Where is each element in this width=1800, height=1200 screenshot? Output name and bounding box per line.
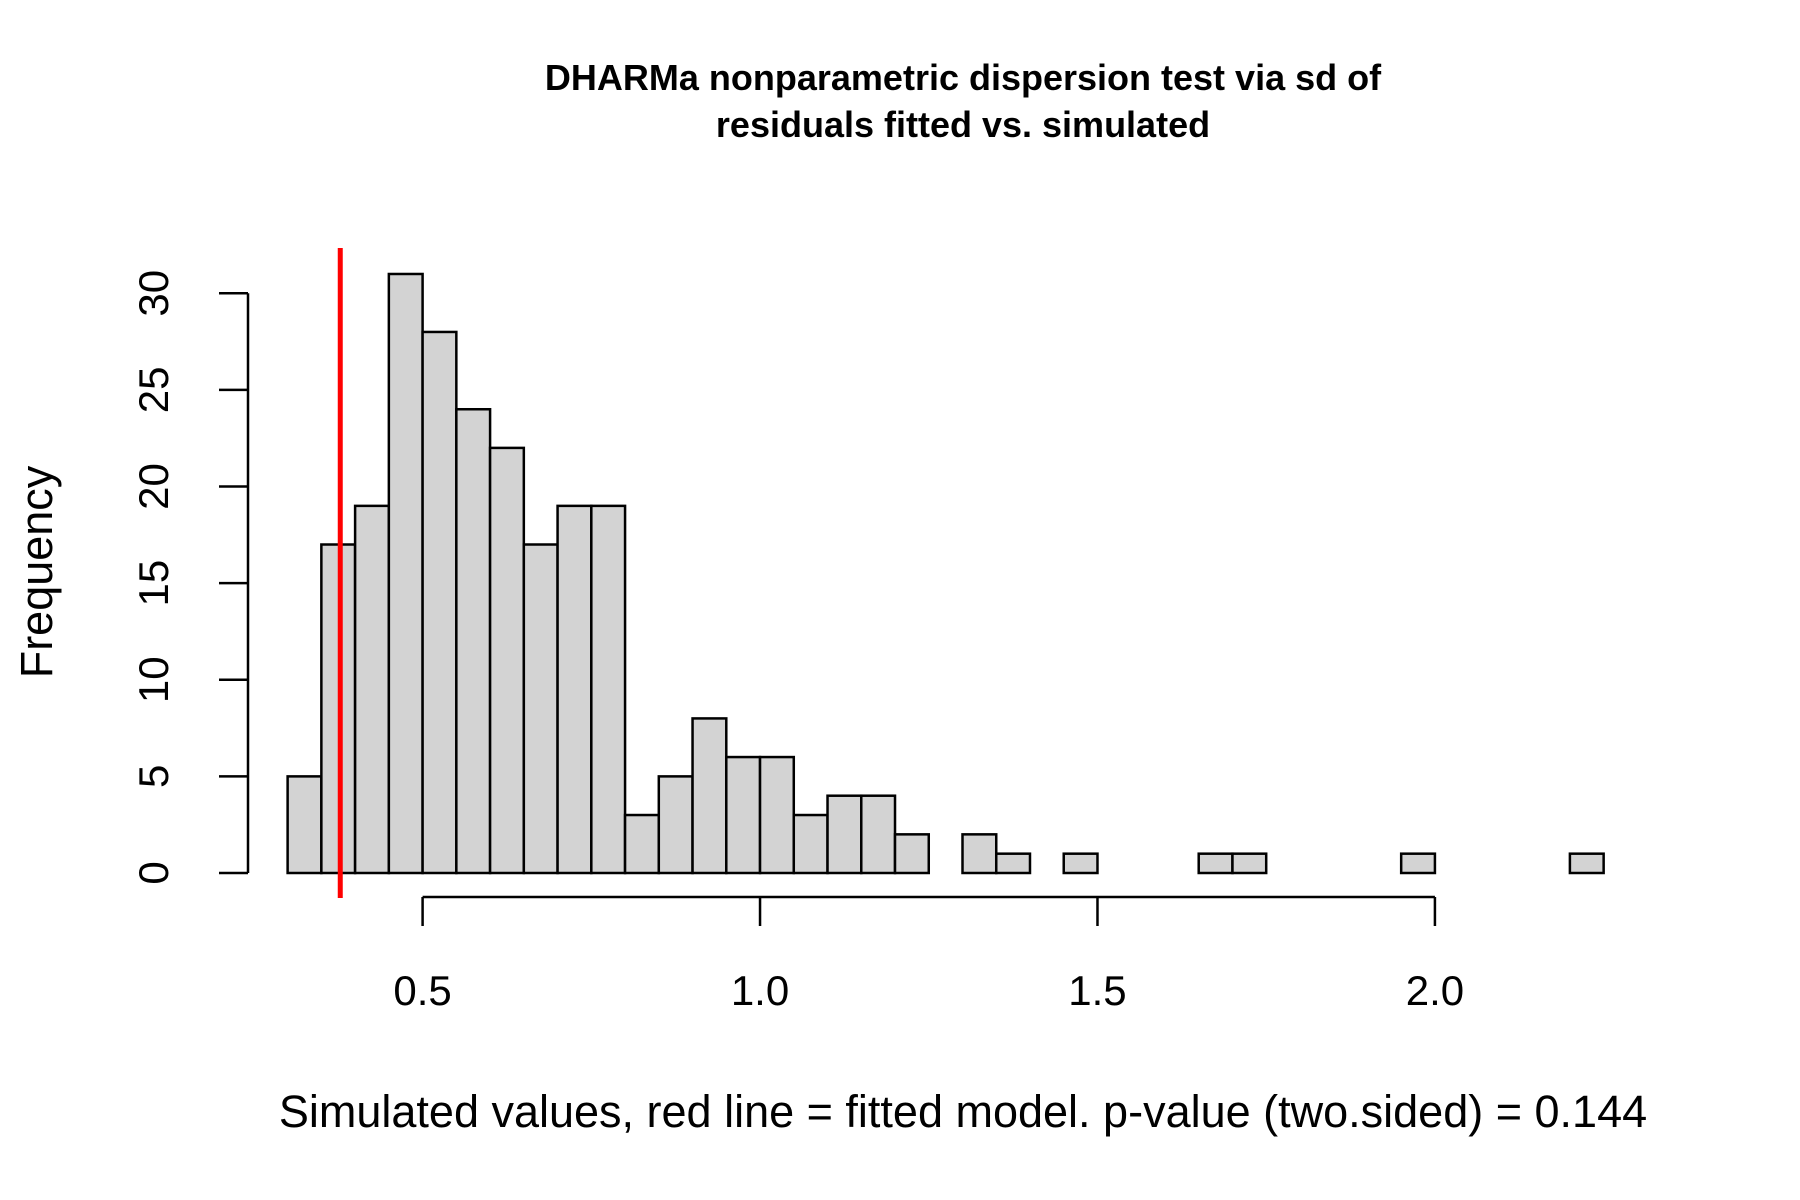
histogram-bar bbox=[1568, 852, 1605, 875]
x-axis: 0.5 1.0 1.5 2.0 bbox=[393, 895, 1464, 1014]
histogram-bar bbox=[455, 407, 492, 875]
x-tick-label: 1.0 bbox=[731, 967, 789, 1014]
chart-title-line2: residuals fitted vs. simulated bbox=[716, 104, 1210, 145]
y-tick-label: 30 bbox=[130, 270, 177, 317]
histogram-bar bbox=[353, 504, 391, 875]
chart-title-line1: DHARMa nonparametric dispersion test via… bbox=[545, 57, 1382, 98]
histogram-bar bbox=[1231, 852, 1268, 875]
histogram-bar bbox=[522, 543, 559, 875]
x-tick-label: 2.0 bbox=[1406, 967, 1464, 1014]
histogram-bar bbox=[994, 852, 1032, 875]
x-axis-title: Simulated values, red line = fitted mode… bbox=[279, 1086, 1647, 1137]
histogram-bar bbox=[725, 755, 762, 875]
histogram-bar bbox=[826, 794, 863, 875]
histogram-bar bbox=[961, 833, 998, 875]
y-tick-label: 15 bbox=[130, 560, 177, 607]
histogram-bar bbox=[623, 813, 661, 875]
y-tick-label: 5 bbox=[130, 765, 177, 788]
histogram-bar bbox=[1197, 852, 1234, 875]
histogram-bar bbox=[792, 813, 829, 875]
y-tick-label: 0 bbox=[130, 861, 177, 884]
histogram-bar bbox=[387, 272, 424, 875]
histogram-bar bbox=[488, 446, 526, 875]
histogram-bar bbox=[556, 504, 593, 875]
histogram-bar bbox=[421, 330, 458, 875]
histogram-bar bbox=[758, 755, 796, 875]
histogram-bar bbox=[691, 717, 728, 875]
histogram-bar bbox=[860, 794, 897, 875]
y-tick-label: 25 bbox=[130, 367, 177, 414]
y-tick-label: 10 bbox=[130, 656, 177, 703]
histogram-bars bbox=[286, 272, 1605, 875]
histogram-bar bbox=[1399, 852, 1437, 875]
y-axis-title: Frequency bbox=[11, 465, 62, 678]
histogram-bar bbox=[1062, 852, 1099, 875]
histogram-bar bbox=[286, 775, 323, 875]
y-tick-label: 20 bbox=[130, 463, 177, 510]
histogram-bar bbox=[893, 833, 931, 875]
x-tick-label: 1.5 bbox=[1068, 967, 1126, 1014]
histogram-bar bbox=[657, 775, 694, 875]
x-tick-label: 0.5 bbox=[393, 967, 451, 1014]
y-axis: 0 5 10 15 20 25 30 bbox=[130, 270, 250, 885]
histogram-bar bbox=[590, 504, 627, 875]
